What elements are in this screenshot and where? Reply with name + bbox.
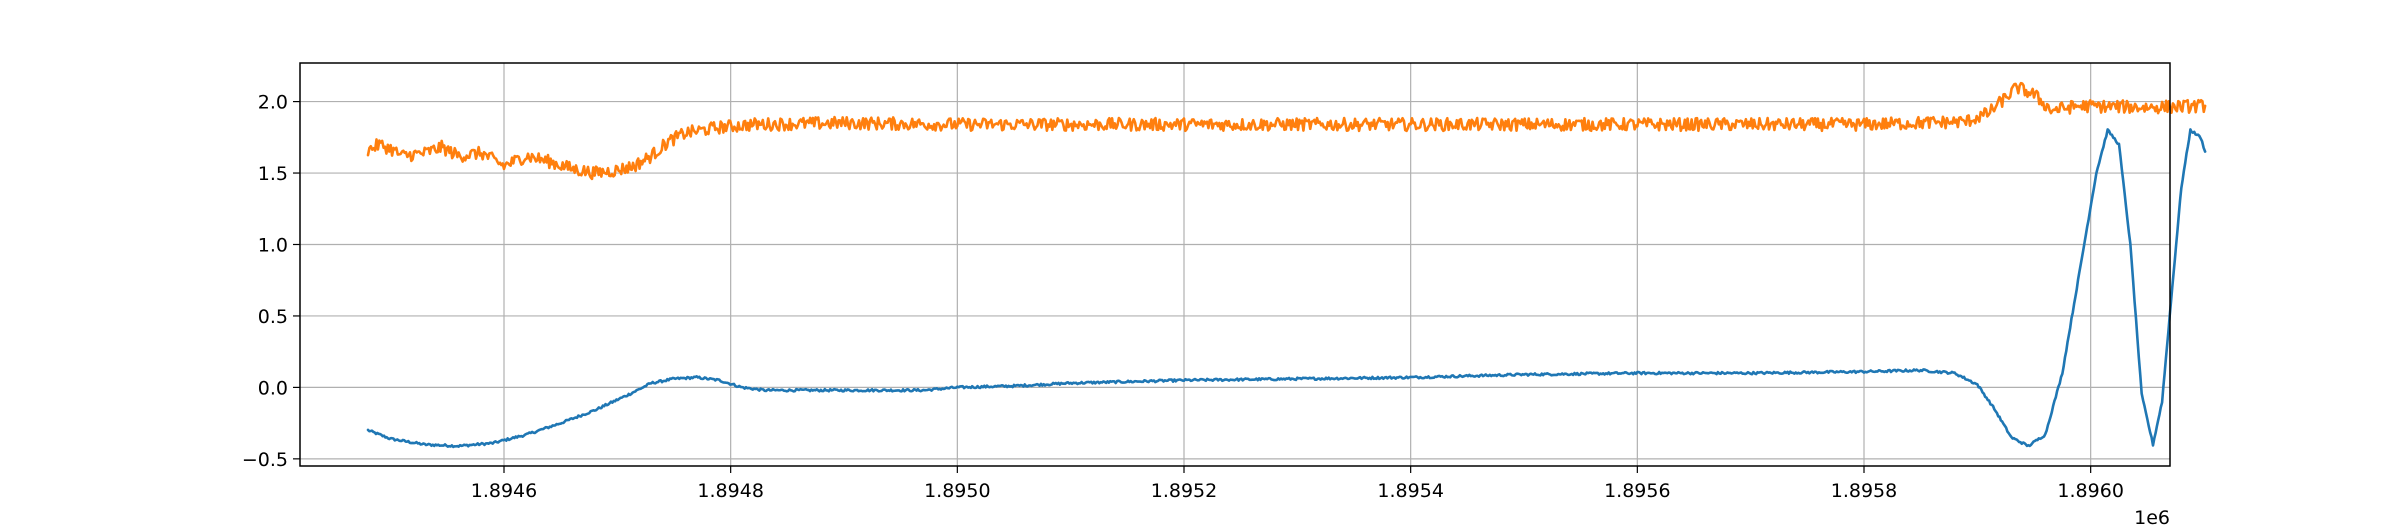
y-tick-label: 0.0 [258, 377, 288, 399]
tick-layer: 1.8946 1.8948 1.8950 1.8952 1.8954 1.8956 1.89… [242, 92, 2124, 502]
y-tick-label: 1.5 [258, 163, 288, 185]
y-tick-label: 0.5 [258, 306, 288, 328]
x-tick-label: 1.8954 [1377, 480, 1443, 502]
x-tick-label: 1.8956 [1604, 480, 1670, 502]
x-tick-label: 1.8948 [697, 480, 763, 502]
x-tick-label: 1.8950 [924, 480, 990, 502]
series-line-2 [366, 81, 2207, 181]
x-tick-label: 1.8960 [2057, 480, 2123, 502]
x-tick-label: 1.8946 [471, 480, 537, 502]
series-layer [366, 81, 2207, 449]
axes-frame [299, 62, 2171, 467]
y-tick-label: 1.0 [258, 234, 288, 256]
x-tick-label: 1.8952 [1151, 480, 1217, 502]
y-tick-label: 2.0 [258, 92, 288, 114]
y-tick-label: −0.5 [242, 449, 288, 471]
series-line-1 [366, 128, 2207, 449]
x-axis-offset-label: 1e6 [2134, 507, 2170, 525]
grid-layer [300, 63, 2170, 466]
x-tick-label: 1.8958 [1831, 480, 1897, 502]
